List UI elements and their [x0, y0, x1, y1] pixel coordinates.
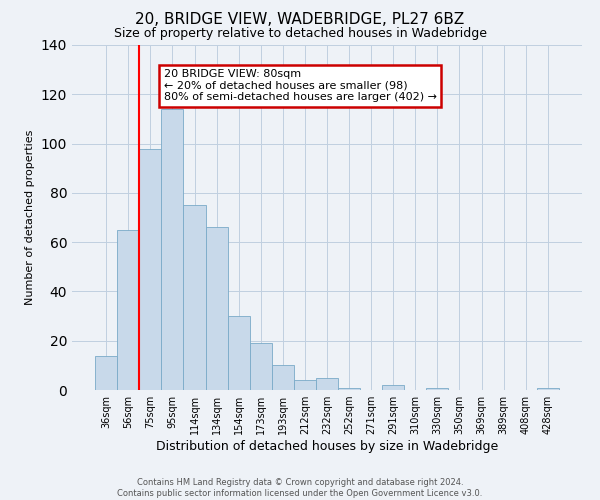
- Text: 20 BRIDGE VIEW: 80sqm
← 20% of detached houses are smaller (98)
80% of semi-deta: 20 BRIDGE VIEW: 80sqm ← 20% of detached …: [164, 69, 437, 102]
- Bar: [250, 343, 272, 390]
- Bar: [537, 388, 559, 390]
- Text: Size of property relative to detached houses in Wadebridge: Size of property relative to detached ho…: [113, 28, 487, 40]
- Text: Contains HM Land Registry data © Crown copyright and database right 2024.
Contai: Contains HM Land Registry data © Crown c…: [118, 478, 482, 498]
- Bar: [139, 148, 161, 390]
- Bar: [294, 380, 316, 390]
- Bar: [206, 228, 227, 390]
- Bar: [117, 230, 139, 390]
- Y-axis label: Number of detached properties: Number of detached properties: [25, 130, 35, 305]
- Bar: [95, 356, 117, 390]
- Bar: [227, 316, 250, 390]
- Bar: [272, 366, 294, 390]
- Text: 20, BRIDGE VIEW, WADEBRIDGE, PL27 6BZ: 20, BRIDGE VIEW, WADEBRIDGE, PL27 6BZ: [136, 12, 464, 28]
- Bar: [316, 378, 338, 390]
- Bar: [382, 385, 404, 390]
- Bar: [338, 388, 360, 390]
- Bar: [184, 205, 206, 390]
- X-axis label: Distribution of detached houses by size in Wadebridge: Distribution of detached houses by size …: [156, 440, 498, 453]
- Bar: [161, 109, 184, 390]
- Bar: [427, 388, 448, 390]
